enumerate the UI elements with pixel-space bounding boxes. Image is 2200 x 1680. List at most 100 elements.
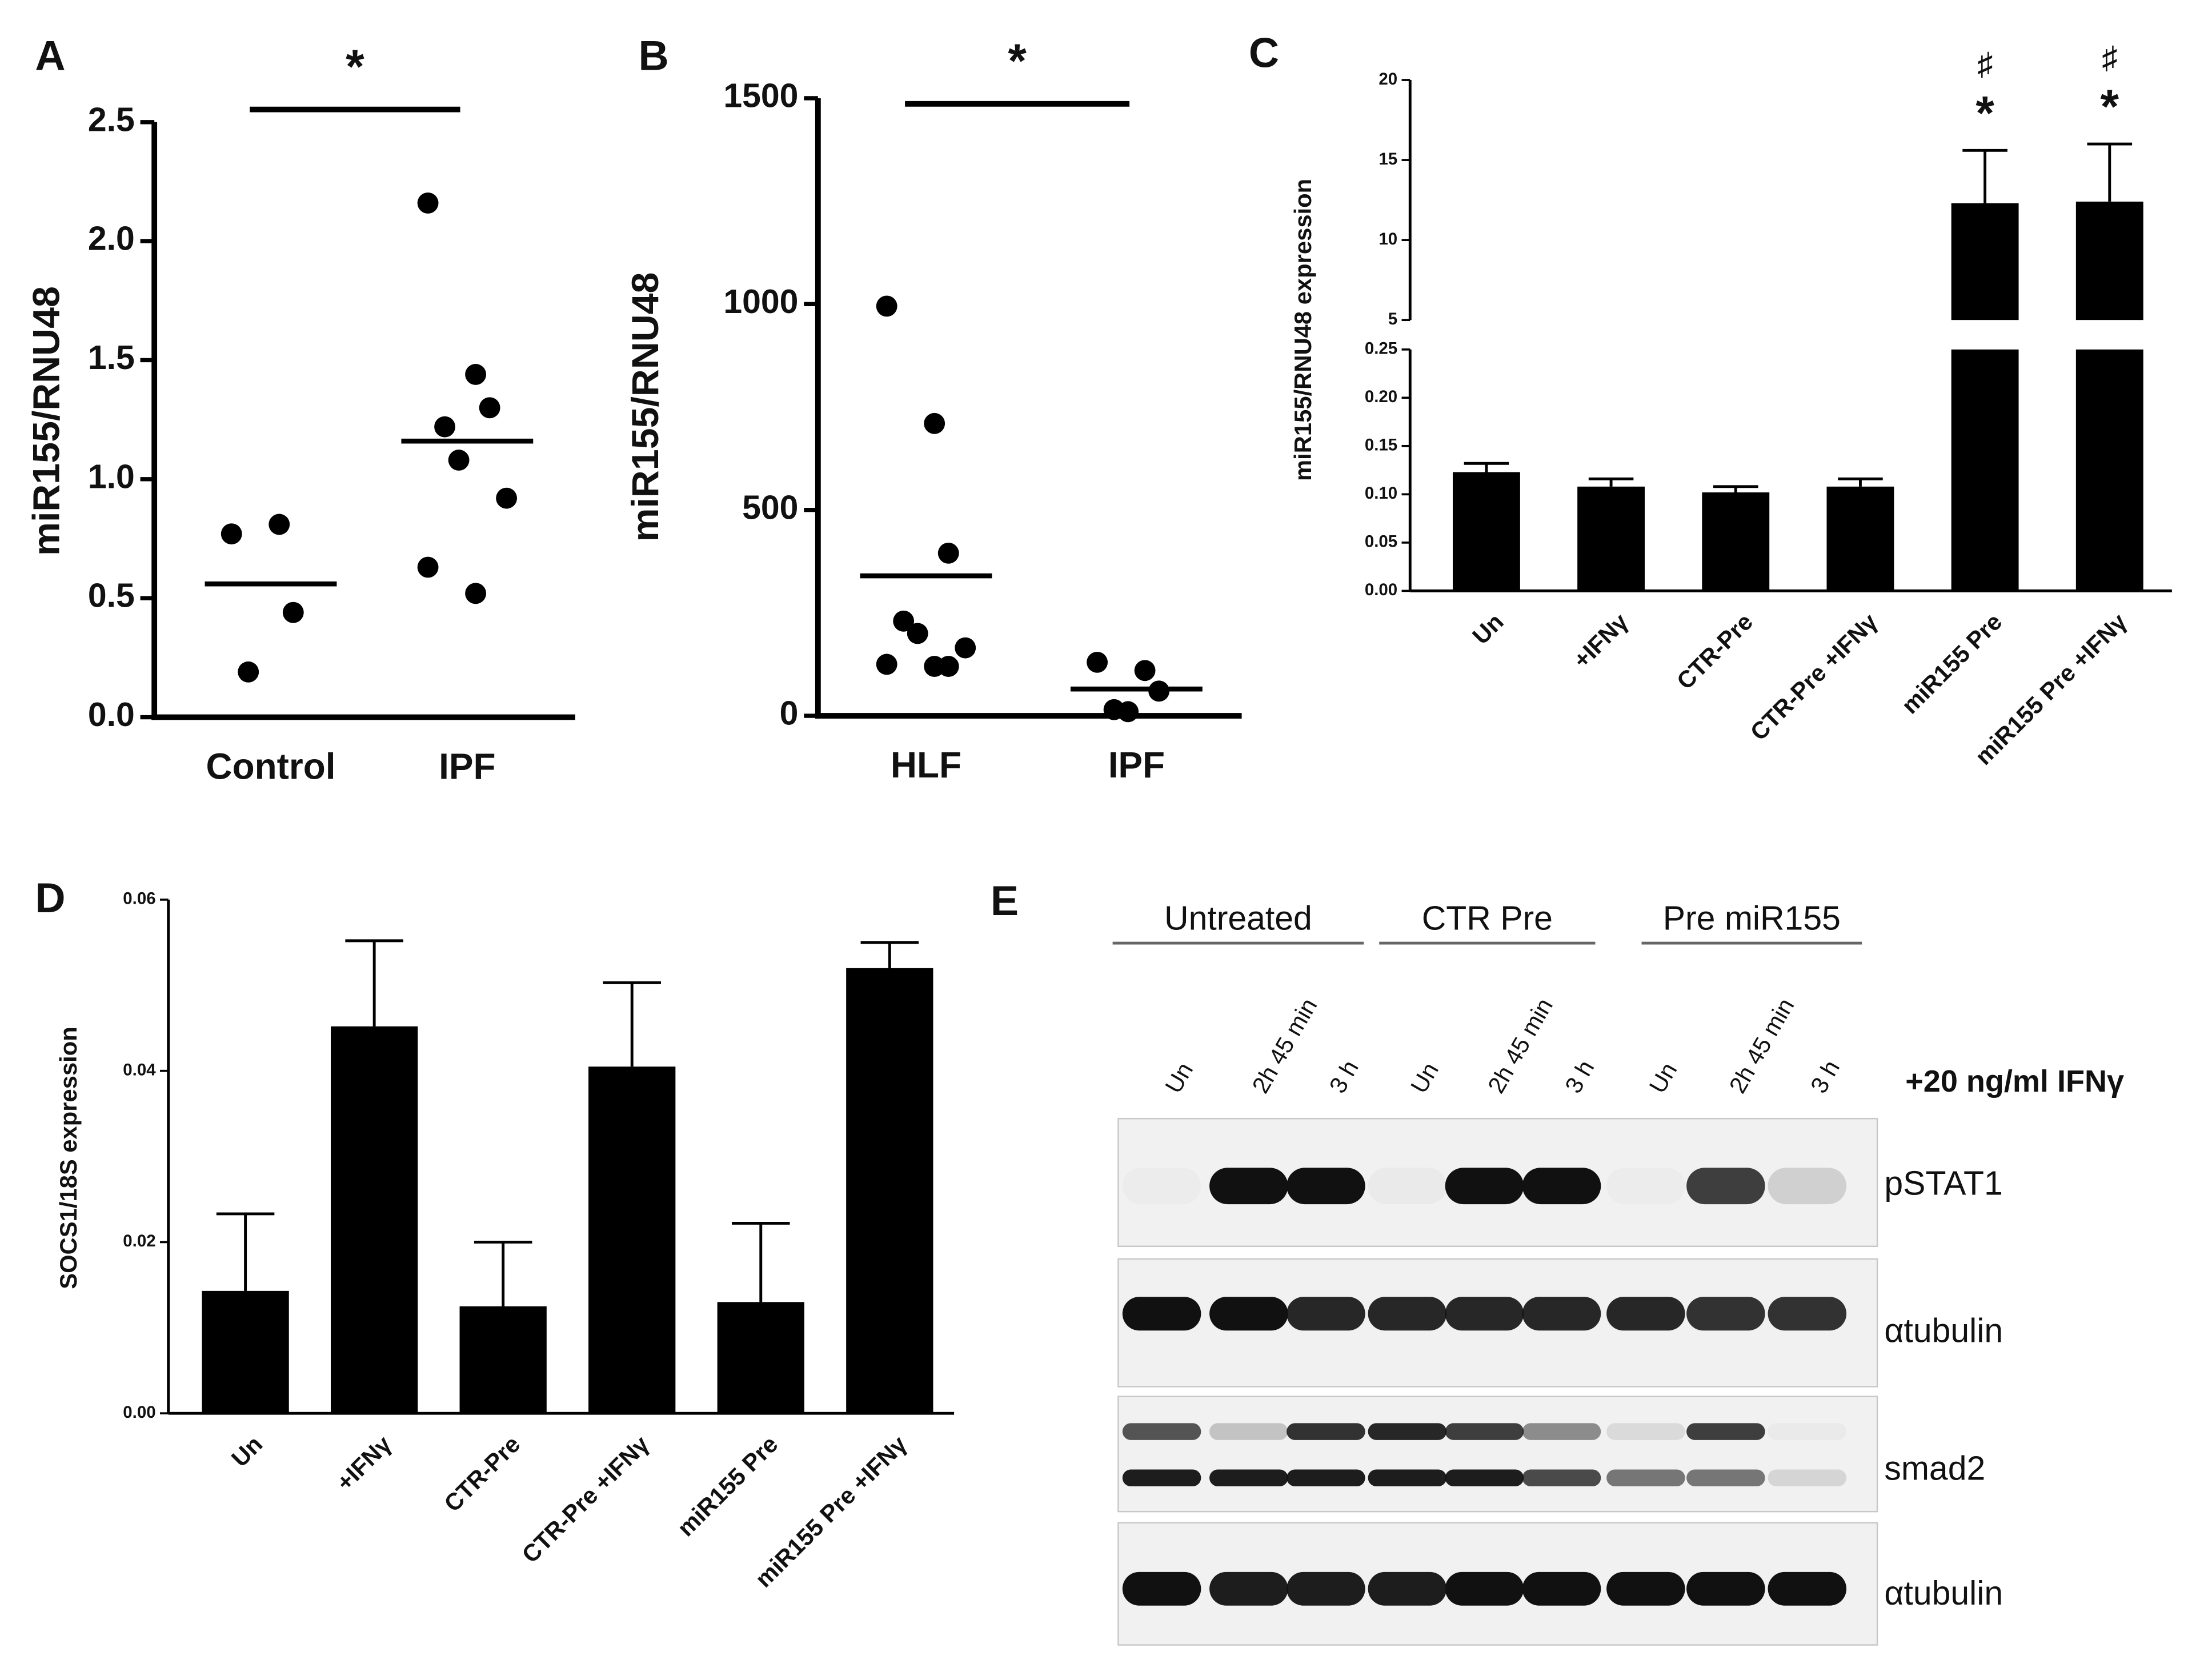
- y-axis-label: miR155/RNU48: [25, 286, 67, 556]
- blot-band: [1522, 1423, 1601, 1440]
- blot-band: [1522, 1571, 1601, 1606]
- bar: [1951, 203, 2019, 320]
- row-label: pSTAT1: [1884, 1165, 2002, 1202]
- blot-band: [1368, 1168, 1447, 1204]
- blot-band: [1768, 1469, 1847, 1486]
- blot-band: [1768, 1571, 1847, 1606]
- bar: [1951, 349, 2019, 591]
- data-point: [1117, 701, 1139, 723]
- blot-band: [1287, 1168, 1365, 1205]
- x-tick-label: CTR-Pre +IFNγ: [516, 1430, 654, 1568]
- lane-label: 3 h: [1805, 1056, 1845, 1098]
- data-point: [434, 416, 455, 438]
- y-tick-label: 500: [742, 489, 798, 526]
- y-axis-label: miR155/RNU48: [624, 272, 667, 542]
- data-point: [496, 487, 518, 509]
- data-point: [238, 661, 259, 683]
- bar: [2075, 201, 2143, 320]
- x-tick-label: IPF: [1108, 744, 1165, 785]
- panel-label: A: [35, 32, 65, 79]
- blot-band: [1287, 1571, 1365, 1606]
- blot-band: [1123, 1168, 1201, 1204]
- bar: [459, 1306, 547, 1414]
- x-tick-label: Control: [206, 745, 336, 787]
- data-point: [465, 583, 487, 604]
- blot-band: [1686, 1168, 1765, 1205]
- row-label: αtubulin: [1884, 1313, 2003, 1350]
- x-tick-label: miR155 Pre: [1896, 608, 2007, 719]
- blot-band: [1606, 1571, 1685, 1606]
- blot-band: [1686, 1423, 1765, 1440]
- blot-band: [1122, 1571, 1201, 1606]
- blot-band: [1287, 1297, 1365, 1331]
- x-tick-label: HLF: [891, 744, 961, 785]
- x-tick-label: +IFNγ: [331, 1430, 396, 1496]
- lane-label: 2h 45 min: [1724, 993, 1799, 1097]
- blot-band: [1445, 1571, 1524, 1606]
- data-point: [937, 542, 959, 564]
- blot-band: [1122, 1469, 1201, 1486]
- blot-panel: [1117, 1396, 1878, 1513]
- panel-label: B: [638, 32, 668, 79]
- blot-band: [1287, 1423, 1365, 1440]
- y-tick-label: 0.00: [123, 1403, 155, 1422]
- data-point: [937, 656, 959, 677]
- bar: [1577, 486, 1645, 591]
- blot-band: [1606, 1423, 1685, 1440]
- bar: [717, 1302, 804, 1414]
- lane-label: 2h 45 min: [1482, 993, 1558, 1097]
- y-tick-label: 1.0: [88, 458, 135, 495]
- y-tick-label: 0: [780, 695, 799, 732]
- blot-band: [1768, 1423, 1847, 1440]
- significance-mark: *: [346, 39, 364, 93]
- bar: [331, 1026, 418, 1414]
- x-tick-label: IPF: [439, 745, 495, 787]
- y-tick-label: 2.5: [88, 101, 135, 138]
- y-axis-label: SOCS1/18S expression: [55, 1027, 82, 1289]
- annotation: ♯: [1977, 47, 1993, 81]
- significance-mark: *: [1008, 34, 1027, 87]
- bar: [1452, 472, 1520, 591]
- x-tick-label: CTR-Pre: [439, 1430, 525, 1517]
- x-tick-label: miR155 Pre: [672, 1430, 783, 1541]
- data-point: [479, 397, 500, 419]
- blot-band: [1686, 1469, 1765, 1486]
- bar: [588, 1066, 676, 1414]
- data-point: [893, 610, 915, 632]
- x-tick-label: CTR-Pre +IFNγ: [1745, 608, 1882, 745]
- treatment-label: +20 ng/ml IFNγ: [1905, 1064, 2124, 1098]
- y-tick-label: 0.20: [1365, 387, 1397, 406]
- data-point: [269, 514, 290, 535]
- blot-band: [1122, 1297, 1201, 1331]
- blot-band: [1768, 1297, 1847, 1331]
- lane-label: 3 h: [1560, 1056, 1600, 1098]
- group-label: Untreated: [1164, 900, 1312, 937]
- data-point: [417, 556, 439, 578]
- blot-band: [1368, 1571, 1447, 1606]
- y-tick-label: 1000: [723, 283, 798, 320]
- blot-band: [1606, 1469, 1685, 1486]
- blot-band: [1209, 1423, 1288, 1440]
- data-point: [955, 637, 976, 659]
- row-label: αtubulin: [1884, 1575, 2003, 1612]
- data-point: [282, 602, 304, 623]
- blot-band: [1606, 1168, 1685, 1204]
- data-point: [1087, 651, 1108, 673]
- blot-band: [1368, 1423, 1447, 1440]
- data-point: [924, 412, 945, 434]
- blot-band: [1368, 1297, 1447, 1331]
- data-point: [221, 523, 242, 545]
- y-tick-label: 0.25: [1365, 339, 1397, 358]
- y-tick-label: 0.04: [123, 1060, 156, 1079]
- blot-band: [1122, 1423, 1201, 1440]
- panel-label: C: [1249, 29, 1279, 77]
- bar: [1826, 486, 1894, 591]
- y-tick-label: 0.06: [123, 889, 155, 908]
- blot-band: [1445, 1297, 1524, 1331]
- y-tick-label: 2.0: [88, 220, 135, 258]
- y-tick-label: 1500: [723, 78, 798, 115]
- y-tick-label: 0.10: [1365, 484, 1397, 503]
- blot-band: [1522, 1168, 1601, 1205]
- bar: [202, 1290, 289, 1414]
- blot-band: [1445, 1168, 1524, 1205]
